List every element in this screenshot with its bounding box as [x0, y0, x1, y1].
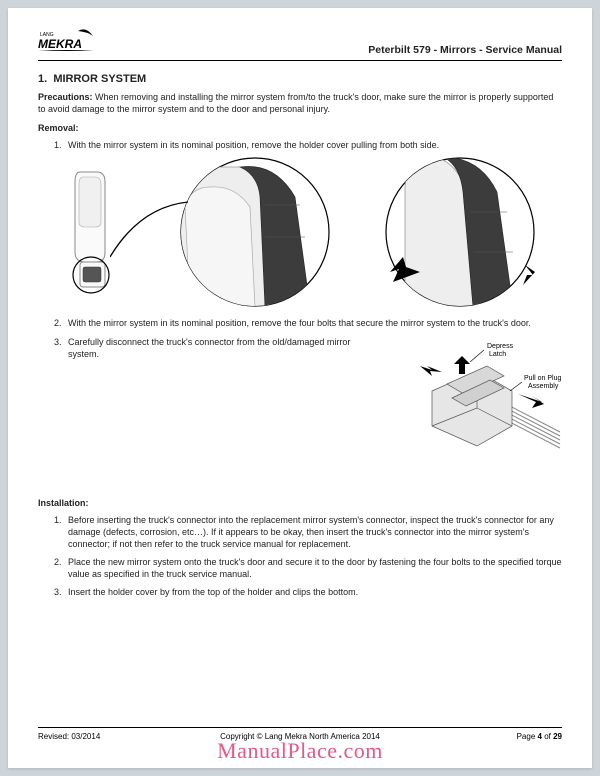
header: LANG MEKRA Peterbilt 579 - Mirrors - Ser…	[38, 28, 562, 60]
removal-list: With the mirror system in its nominal po…	[64, 139, 562, 151]
list-item: Place the new mirror system onto the tru…	[64, 556, 562, 580]
step3-row: Carefully disconnect the truck's connect…	[38, 336, 562, 456]
detail-circle-2	[385, 157, 535, 307]
svg-text:MEKRA: MEKRA	[38, 37, 82, 51]
removal-label: Removal:	[38, 123, 562, 133]
svg-text:Pull on Plug: Pull on Plug	[524, 375, 561, 382]
divider-bottom	[38, 727, 562, 728]
connector-label-top: Depress	[487, 343, 514, 350]
connector-figure: Depress Latch Pull on Plug Assembly	[392, 336, 562, 456]
section-heading: 1. MIRROR SYSTEM	[38, 73, 562, 85]
figure-row-1	[38, 157, 562, 307]
precautions-paragraph: Precautions: When removing and installin…	[38, 91, 562, 115]
removal-list-3: Carefully disconnect the truck's connect…	[64, 336, 382, 360]
section-number: 1.	[38, 73, 47, 85]
page: LANG MEKRA Peterbilt 579 - Mirrors - Ser…	[8, 8, 592, 768]
precautions-text: When removing and installing the mirror …	[38, 92, 553, 114]
brand-logo: LANG MEKRA	[38, 28, 98, 56]
svg-text:Latch: Latch	[489, 351, 506, 358]
watermark: ManualPlace.com	[8, 738, 592, 764]
section-title-text: MIRROR SYSTEM	[53, 73, 146, 85]
installation-label: Installation:	[38, 498, 562, 508]
installation-list: Before inserting the truck's connector i…	[64, 514, 562, 599]
list-item: Before inserting the truck's connector i…	[64, 514, 562, 550]
precautions-label: Precautions:	[38, 92, 93, 102]
list-item: Insert the holder cover by from the top …	[64, 586, 562, 598]
list-item: With the mirror system in its nominal po…	[64, 139, 562, 151]
removal-list-2: With the mirror system in its nominal po…	[64, 317, 562, 329]
list-item: Carefully disconnect the truck's connect…	[64, 336, 382, 360]
detail-circle-1	[180, 157, 330, 307]
header-title: Peterbilt 579 - Mirrors - Service Manual	[368, 44, 562, 56]
svg-text:Assembly: Assembly	[528, 383, 559, 390]
divider-top	[38, 60, 562, 61]
list-item: With the mirror system in its nominal po…	[64, 317, 562, 329]
